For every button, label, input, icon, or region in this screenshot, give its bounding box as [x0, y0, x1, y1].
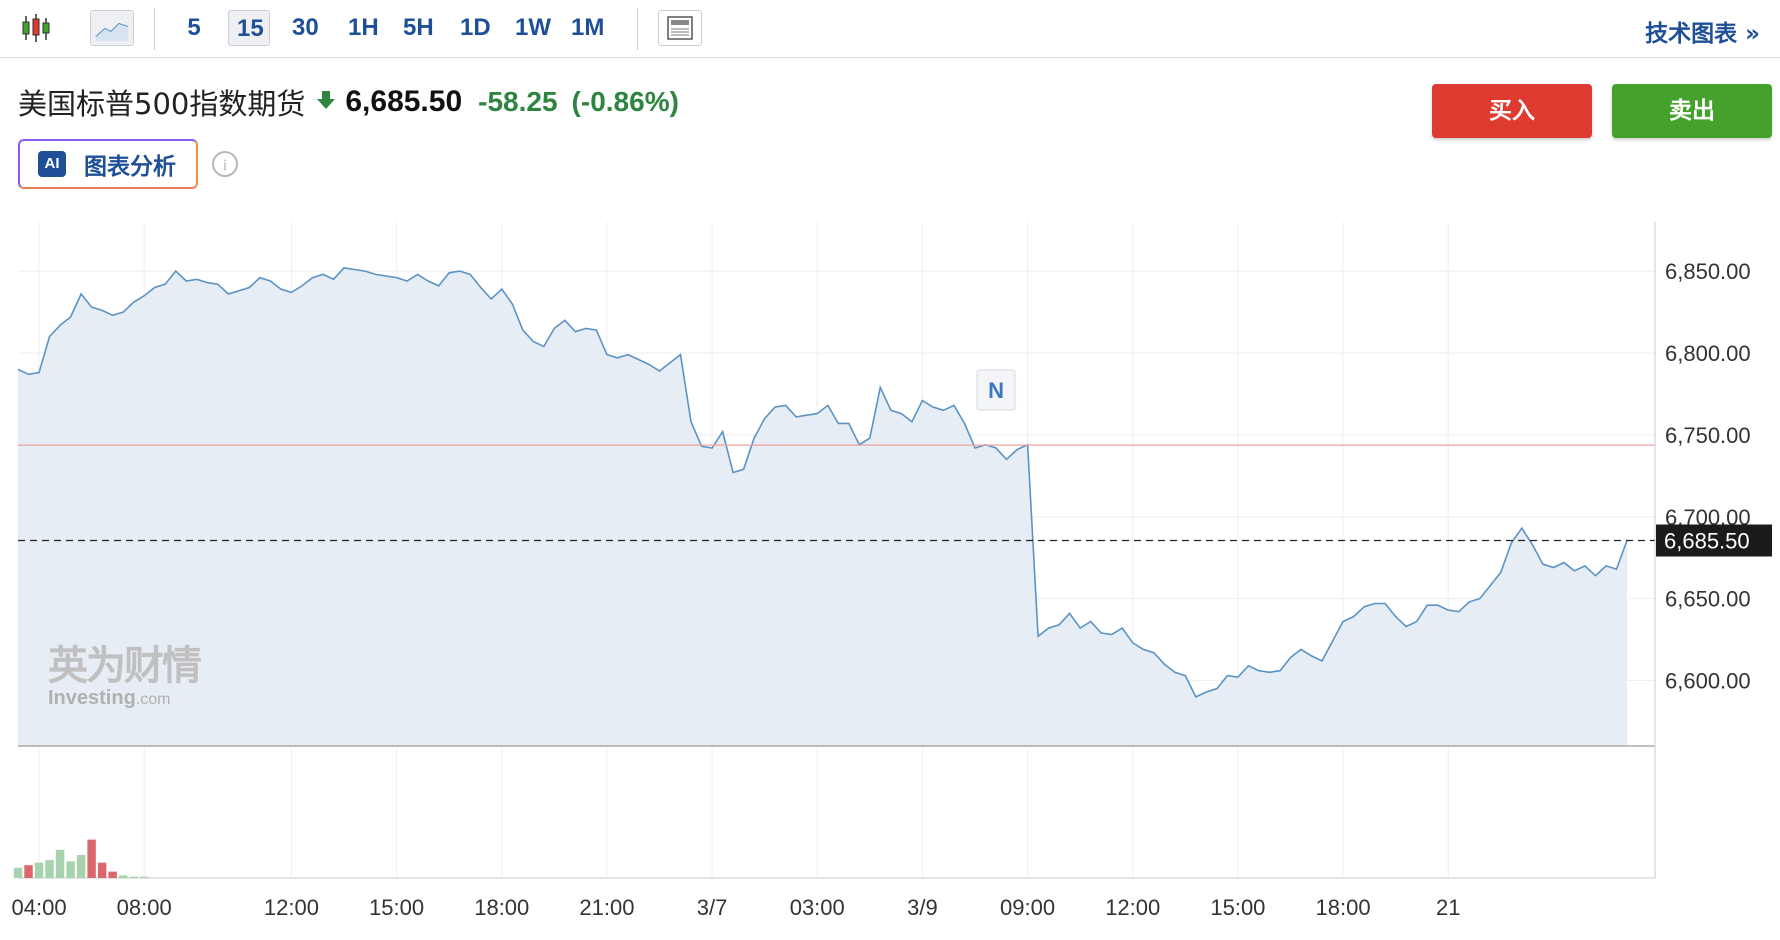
price-change: -58.25	[478, 86, 558, 117]
price-change-percent: (-0.86%)	[571, 86, 679, 117]
time-axis-label: 18:00	[1316, 895, 1371, 920]
time-axis-label: 3/9	[907, 895, 938, 920]
volume-bar	[24, 865, 33, 878]
price-axis-label: 6,850.00	[1665, 259, 1751, 284]
logo-english: Investing.com	[48, 688, 200, 710]
price-axis-label: 6,800.00	[1665, 341, 1751, 366]
instrument-header: 美国标普500指数期货 6,685.50 -58.25 (-0.86%)	[18, 82, 693, 122]
last-price: 6,685.50	[345, 85, 463, 118]
volume-bar	[87, 839, 96, 878]
price-line	[17, 267, 1628, 698]
volume-bar	[45, 860, 54, 878]
down-arrow-icon	[317, 90, 336, 114]
time-axis-label: 12:00	[264, 895, 319, 920]
technical-chart-link[interactable]: 技术图表 »	[1645, 21, 1760, 47]
logo-english-name: Investing	[48, 687, 136, 709]
buy-button[interactable]: 买入	[1432, 84, 1592, 138]
price-axis-label: 6,650.00	[1665, 587, 1751, 612]
instrument-name: 美国标普500指数期货	[18, 87, 306, 121]
price-axis-label: 6,600.00	[1665, 669, 1751, 694]
timeframe-5h[interactable]: 5H	[403, 14, 434, 41]
timeframe-30[interactable]: 30	[292, 14, 319, 41]
price-area	[18, 267, 1627, 746]
timeframe-1w[interactable]: 1W	[515, 14, 551, 41]
volume-bar	[97, 862, 107, 878]
news-marker	[976, 369, 1016, 411]
candlestick-icon[interactable]	[20, 10, 56, 46]
volume-bar	[55, 849, 65, 878]
timeframe-15[interactable]: 15	[228, 10, 270, 46]
time-axis-label: 18:00	[474, 895, 529, 920]
volume-bar	[129, 876, 138, 878]
time-axis-label: 21:00	[579, 895, 634, 920]
sell-button[interactable]: 卖出	[1612, 84, 1772, 138]
ai-button-label: 图表分析	[84, 154, 176, 180]
price-axis-label: 6,750.00	[1665, 423, 1751, 448]
volume-bar	[118, 875, 128, 878]
volume-bar	[139, 876, 149, 878]
current-price-label: 6,685.50	[1664, 528, 1750, 553]
current-price-box	[1656, 524, 1772, 557]
time-axis-label: 21	[1436, 895, 1460, 920]
time-axis-label: 08:00	[117, 895, 172, 920]
toolbar-divider	[154, 8, 155, 50]
volume-bar	[66, 861, 75, 878]
timeframe-1d[interactable]: 1D	[460, 14, 491, 41]
timeframe-1m[interactable]: 1M	[571, 14, 605, 41]
toolbar-divider	[637, 8, 638, 50]
time-axis-label: 15:00	[1210, 895, 1265, 920]
news-marker-label: N	[988, 378, 1004, 403]
info-icon[interactable]: i	[212, 151, 238, 177]
time-axis-label: 12:00	[1105, 895, 1160, 920]
volume-bar	[13, 867, 23, 878]
ai-icon: AI	[38, 151, 66, 177]
ai-chart-analysis-button[interactable]: AI 图表分析	[18, 139, 198, 189]
time-axis-label: 3/7	[697, 895, 728, 920]
volume-bar	[76, 854, 86, 878]
volume-bar	[108, 871, 117, 878]
layout-icon[interactable]	[658, 10, 702, 46]
time-axis-label: 09:00	[1000, 895, 1055, 920]
timeframe-5[interactable]: 5	[187, 14, 201, 41]
logo-chinese: 英为财情	[48, 643, 202, 689]
time-axis-label: 04:00	[12, 895, 67, 920]
logo-english-suffix: .com	[135, 691, 171, 708]
investing-logo: 英为财情 Investing.com	[48, 643, 202, 710]
time-axis-label: 15:00	[369, 895, 424, 920]
chart-toolbar: 5 15 30 1H 5H 1D 1W 1M 技术图表 »	[0, 0, 1780, 58]
line-chart-icon[interactable]	[90, 10, 134, 46]
timeframe-1h[interactable]: 1H	[348, 14, 379, 41]
volume-bar	[34, 862, 44, 878]
time-axis-label: 03:00	[790, 895, 845, 920]
